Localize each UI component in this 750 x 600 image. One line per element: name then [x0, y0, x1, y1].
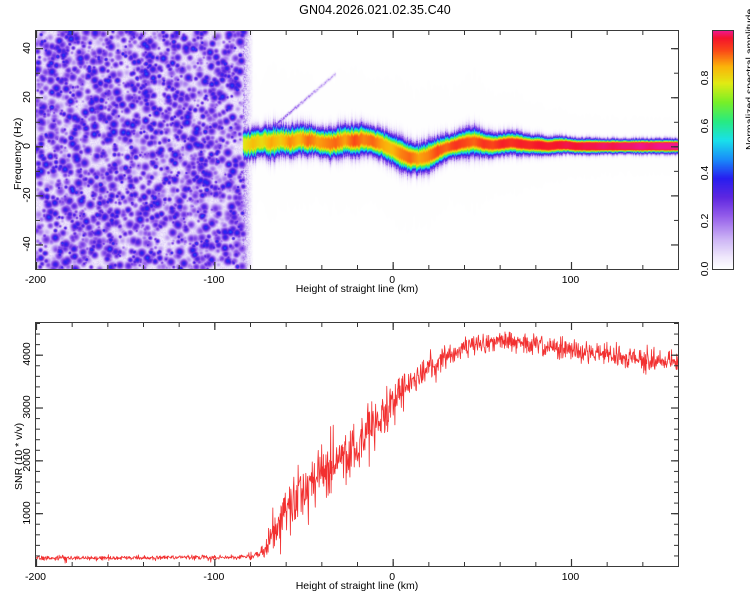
snr-panel — [35, 322, 679, 567]
colorbar-tick-label: 0.8 — [699, 70, 711, 86]
snr-trace — [36, 331, 678, 564]
y-tick-label: 40 — [21, 41, 33, 54]
spectrogram-panel — [35, 30, 679, 270]
y-tick-label: 20 — [21, 90, 33, 103]
snr-xlabel: Height of straight line (km) — [295, 580, 419, 592]
x-tick-label: -100 — [203, 274, 225, 286]
figure-title: GN04.2026.021.02.35.C40 — [299, 3, 451, 17]
spectrogram-image — [36, 31, 678, 269]
colorbar-tick-label: 0.6 — [699, 118, 711, 133]
colorbar — [712, 30, 734, 271]
colorbar-tick-label: 0.2 — [699, 213, 711, 229]
spectrogram-ylabel: Frequency (Hz) — [12, 117, 24, 190]
x-tick-label: 100 — [561, 274, 580, 286]
snr-line — [36, 331, 678, 564]
y-tick-label: 3000 — [21, 395, 33, 419]
snr-axes-ticks — [36, 323, 678, 566]
colorbar-tick-label: 0.4 — [699, 165, 711, 181]
x-tick-label: -200 — [24, 274, 47, 286]
x-tick-label: 0 — [389, 571, 396, 583]
colorbar-gradient — [713, 31, 733, 269]
x-tick-label: 100 — [561, 571, 580, 583]
y-tick-label: -40 — [21, 236, 33, 252]
spectrogram-xlabel: Height of straight line (km) — [295, 283, 419, 295]
y-tick-label: 1000 — [21, 500, 33, 525]
y-tick-label: 4000 — [21, 342, 33, 366]
x-tick-label: -100 — [203, 571, 225, 583]
snr-ylabel: SNR (10 * v/v) — [13, 422, 25, 490]
colorbar-tick-label: 0.0 — [699, 261, 711, 276]
x-tick-label: 0 — [389, 274, 396, 286]
spectrogram-axes-ticks — [36, 31, 678, 269]
x-tick-label: -200 — [24, 571, 47, 583]
colorbar-label: Normalized spectral amplitude — [744, 8, 750, 150]
